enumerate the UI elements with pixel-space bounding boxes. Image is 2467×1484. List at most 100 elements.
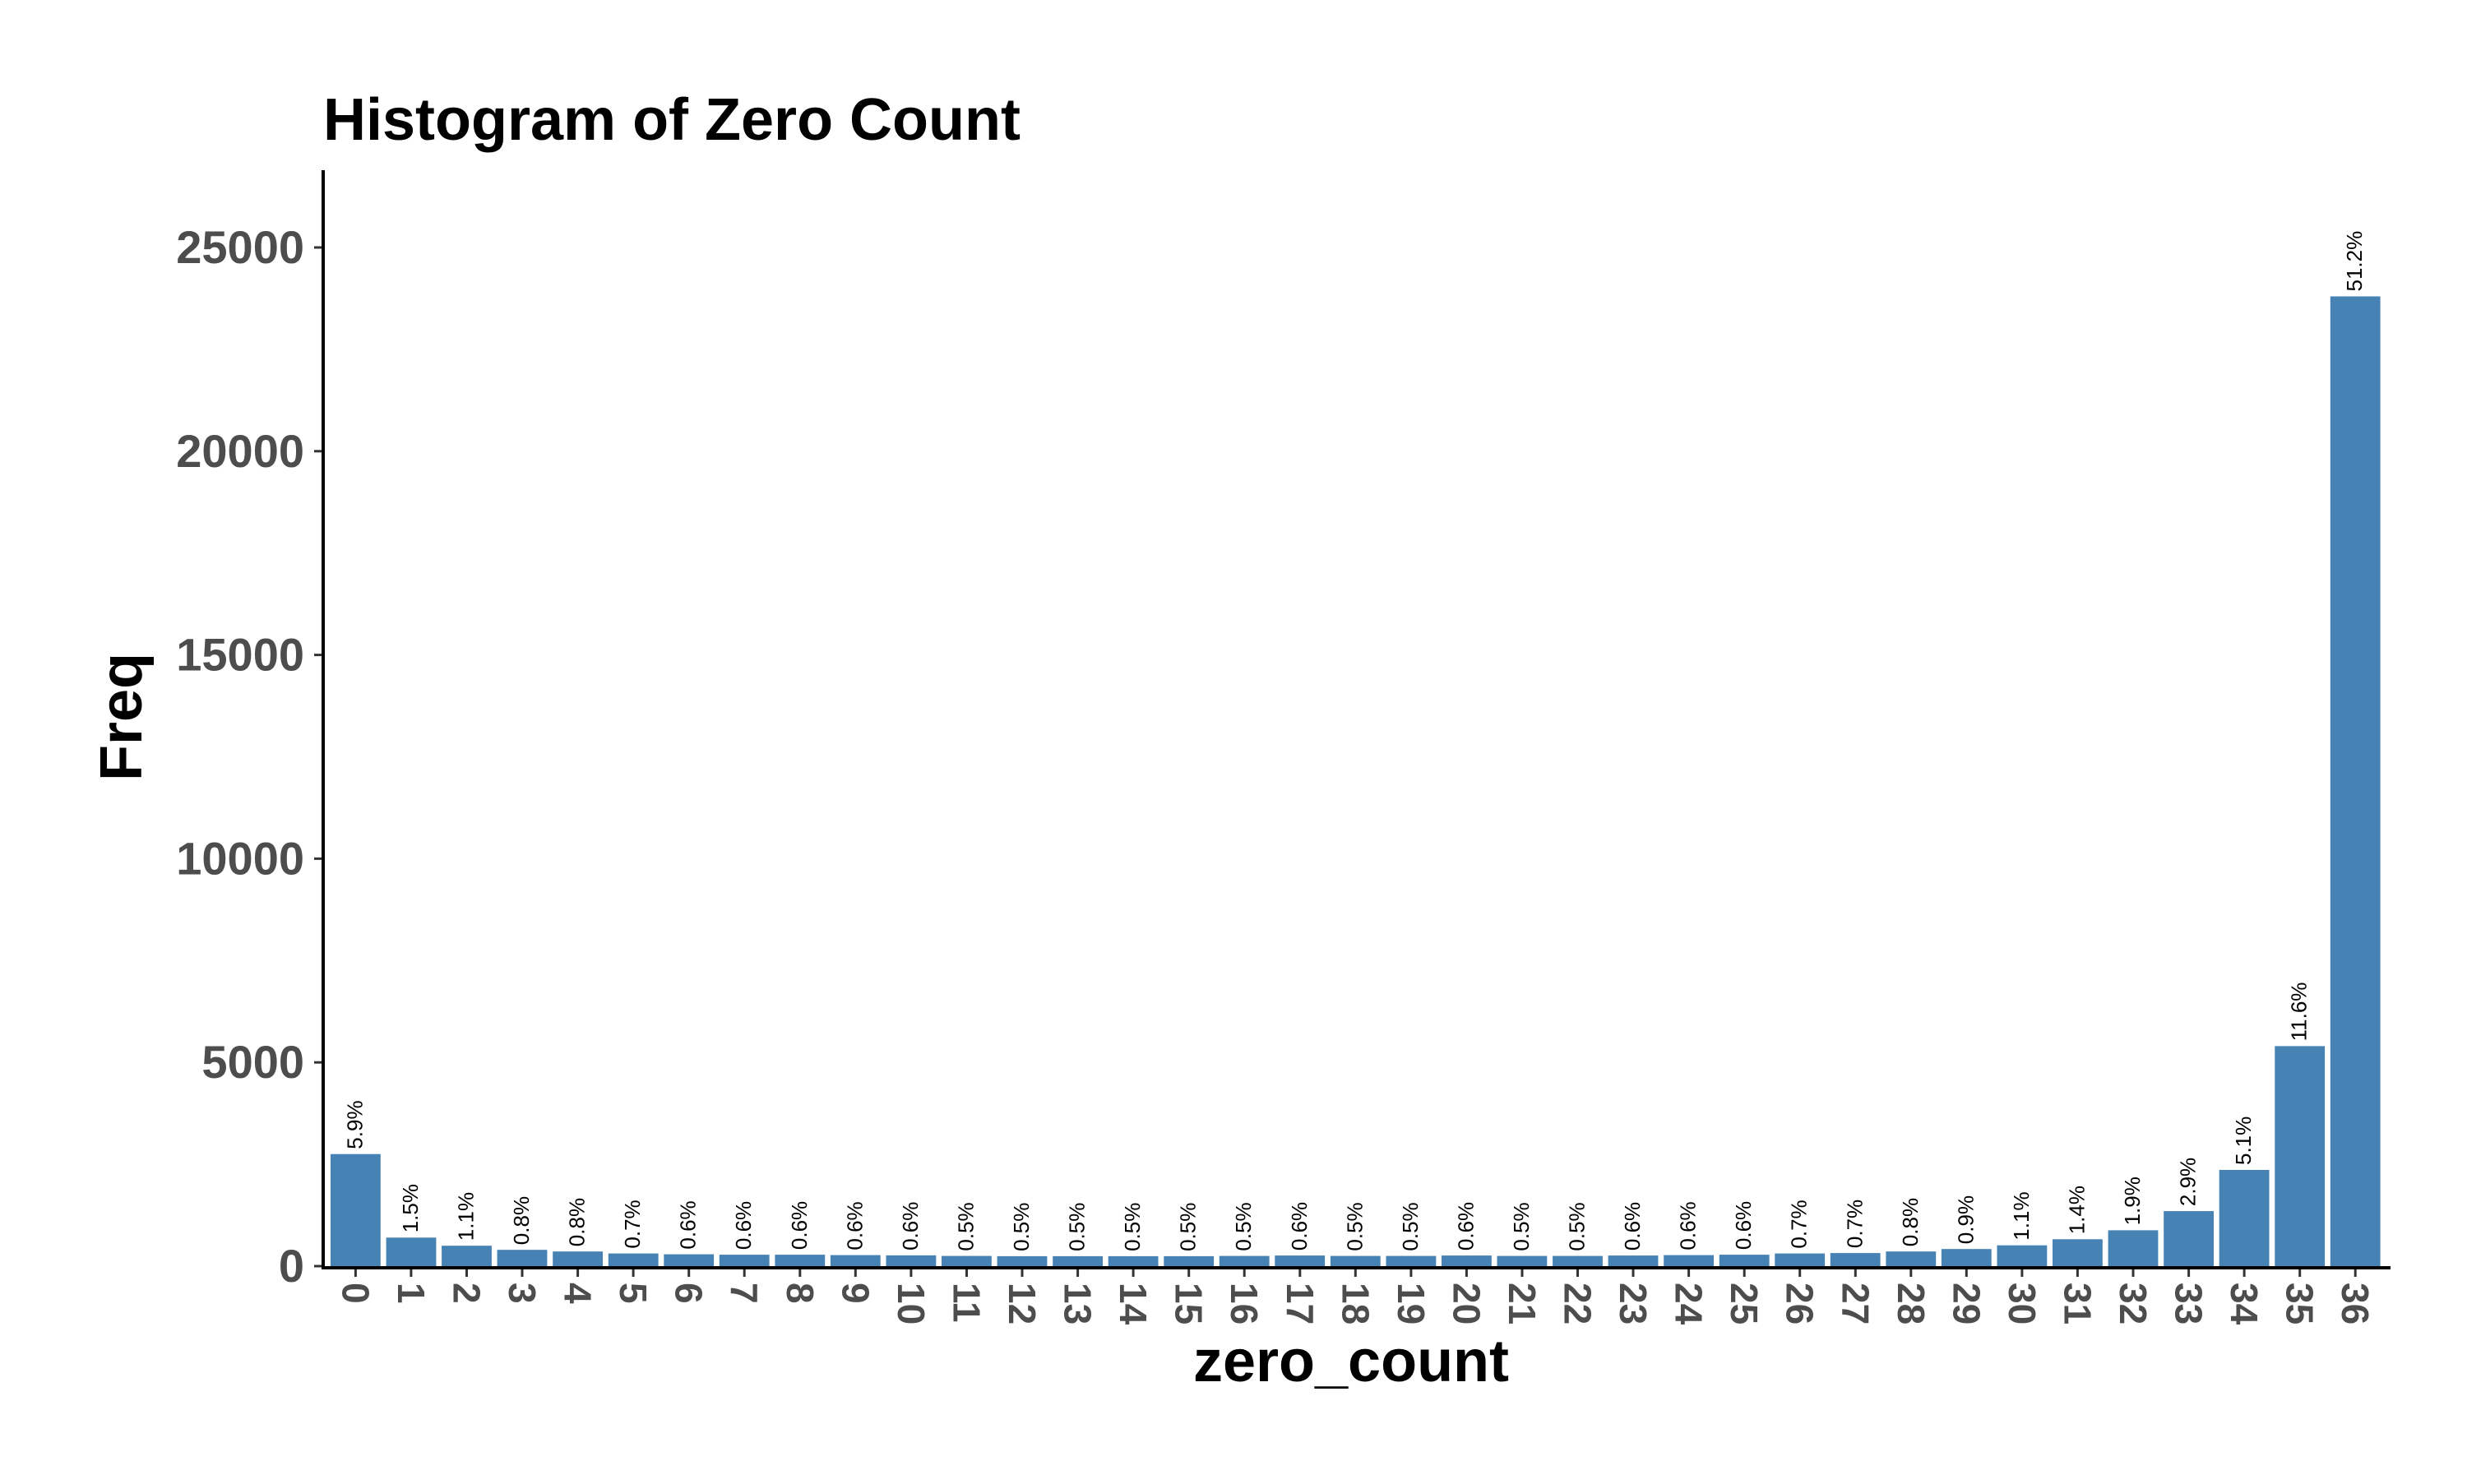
x-tick-label-34: 34 xyxy=(2223,1283,2266,1325)
bar-label-1: 1.5% xyxy=(398,1184,423,1232)
x-tick-label-22: 22 xyxy=(1557,1283,1599,1325)
bar-4 xyxy=(553,1251,603,1266)
bar-label-29: 0.9% xyxy=(1953,1195,1978,1244)
bar-3 xyxy=(497,1250,548,1266)
bar-28 xyxy=(1886,1251,1937,1266)
bar-label-26: 0.7% xyxy=(1787,1200,1812,1248)
x-tick-label-1: 1 xyxy=(390,1283,433,1304)
x-axis-ticks: 0 1 2 3 4 5 6 7 8 9 10 11 12 13 14 15 16 17 18 19 20 21 22 23 24… xyxy=(334,1268,2377,1325)
bar-7 xyxy=(719,1255,770,1266)
x-tick-label-13: 13 xyxy=(1057,1283,1099,1325)
bars-group xyxy=(331,296,2381,1266)
y-tick-label-15000: 15000 xyxy=(176,629,304,681)
bar-29 xyxy=(1941,1249,1992,1266)
x-tick-label-6: 6 xyxy=(668,1283,710,1304)
x-tick-label-32: 32 xyxy=(2112,1283,2155,1325)
bar-label-3: 0.8% xyxy=(509,1196,534,1245)
x-tick-label-12: 12 xyxy=(1001,1283,1044,1325)
bar-label-16: 0.5% xyxy=(1231,1202,1256,1251)
x-tick-label-16: 16 xyxy=(1223,1283,1266,1325)
bar-label-22: 0.5% xyxy=(1565,1202,1590,1251)
x-tick-label-20: 20 xyxy=(1445,1283,1488,1325)
x-tick-label-17: 17 xyxy=(1279,1283,1321,1325)
x-tick-label-33: 33 xyxy=(2168,1283,2210,1325)
x-axis-title: zero_count xyxy=(1193,1329,1509,1394)
x-tick-label-30: 30 xyxy=(2001,1283,2043,1325)
bar-label-30: 1.1% xyxy=(2009,1191,2034,1240)
bar-33 xyxy=(2164,1211,2214,1266)
x-tick-label-5: 5 xyxy=(612,1283,655,1304)
bar-label-32: 1.9% xyxy=(2120,1177,2145,1225)
bar-label-24: 0.6% xyxy=(1676,1201,1701,1250)
y-tick-label-5000: 5000 xyxy=(201,1036,304,1088)
bar-31 xyxy=(2053,1239,2103,1266)
x-tick-label-11: 11 xyxy=(946,1283,988,1323)
bar-30 xyxy=(1997,1245,2048,1266)
y-axis-ticks: 0 5000 10000 15000 20000 25000 xyxy=(176,221,323,1292)
bar-label-33: 2.9% xyxy=(2176,1158,2201,1206)
bar-labels-group: 5.9% 1.5% 1.1% 0.8% 0.8% 0.7% 0.6% 0.6% 0.6% 0.6%… xyxy=(342,231,2367,1251)
bar-label-34: 5.1% xyxy=(2231,1116,2256,1165)
bar-label-12: 0.5% xyxy=(1009,1203,1034,1251)
y-tick-label-20000: 20000 xyxy=(176,425,304,477)
x-tick-label-18: 18 xyxy=(1334,1283,1377,1325)
x-tick-label-14: 14 xyxy=(1112,1283,1155,1325)
bar-label-18: 0.5% xyxy=(1342,1202,1367,1251)
x-tick-label-15: 15 xyxy=(1168,1283,1210,1325)
x-tick-label-19: 19 xyxy=(1390,1283,1433,1325)
y-axis-title: Freq xyxy=(89,653,155,781)
bar-label-13: 0.5% xyxy=(1065,1203,1090,1251)
bar-26 xyxy=(1775,1253,1826,1266)
bar-9 xyxy=(830,1255,881,1266)
bar-20 xyxy=(1442,1255,1492,1266)
x-tick-label-2: 2 xyxy=(446,1283,488,1304)
bar-1 xyxy=(386,1237,437,1266)
y-tick-label-0: 0 xyxy=(279,1240,304,1292)
bar-label-31: 1.4% xyxy=(2064,1186,2089,1234)
x-tick-label-36: 36 xyxy=(2334,1283,2377,1325)
bar-label-20: 0.6% xyxy=(1453,1202,1478,1251)
x-tick-label-7: 7 xyxy=(723,1283,766,1304)
bar-label-6: 0.6% xyxy=(676,1200,701,1249)
bar-label-7: 0.6% xyxy=(731,1201,756,1250)
x-tick-label-8: 8 xyxy=(779,1283,822,1304)
x-tick-label-31: 31 xyxy=(2056,1283,2099,1325)
x-tick-label-35: 35 xyxy=(2279,1283,2321,1325)
bar-5 xyxy=(608,1253,659,1266)
x-tick-label-27: 27 xyxy=(1834,1283,1877,1325)
bar-label-10: 0.6% xyxy=(898,1202,923,1251)
bar-label-23: 0.6% xyxy=(1620,1202,1645,1251)
bar-label-8: 0.6% xyxy=(787,1201,812,1250)
x-tick-label-3: 3 xyxy=(501,1283,544,1304)
x-tick-label-24: 24 xyxy=(1668,1283,1710,1325)
bar-19 xyxy=(1386,1255,1437,1266)
bar-label-11: 0.5% xyxy=(954,1202,979,1251)
bar-label-9: 0.6% xyxy=(842,1201,867,1250)
bar-23 xyxy=(1608,1255,1659,1266)
bar-18 xyxy=(1330,1255,1381,1266)
bar-label-19: 0.5% xyxy=(1398,1202,1423,1251)
bar-15 xyxy=(1164,1255,1215,1266)
bar-8 xyxy=(775,1255,826,1266)
bar-label-35: 11.6% xyxy=(2287,982,2312,1042)
bar-label-15: 0.5% xyxy=(1176,1203,1201,1251)
bar-34 xyxy=(2219,1170,2270,1266)
bar-35 xyxy=(2275,1046,2326,1266)
bar-label-25: 0.6% xyxy=(1731,1201,1756,1250)
y-tick-label-10000: 10000 xyxy=(176,832,304,884)
bar-label-17: 0.6% xyxy=(1287,1202,1312,1251)
y-tick-label-25000: 25000 xyxy=(176,221,304,273)
bar-label-2: 1.1% xyxy=(454,1192,479,1241)
bar-13 xyxy=(1053,1255,1103,1266)
bar-6 xyxy=(664,1254,715,1266)
x-tick-label-9: 9 xyxy=(834,1283,877,1304)
bar-label-14: 0.5% xyxy=(1120,1203,1145,1251)
bar-label-27: 0.7% xyxy=(1842,1200,1867,1248)
bar-label-21: 0.5% xyxy=(1509,1202,1534,1251)
bar-14 xyxy=(1108,1255,1159,1266)
bar-label-5: 0.7% xyxy=(620,1200,645,1248)
x-tick-label-21: 21 xyxy=(1501,1283,1544,1325)
x-tick-label-10: 10 xyxy=(890,1283,933,1325)
